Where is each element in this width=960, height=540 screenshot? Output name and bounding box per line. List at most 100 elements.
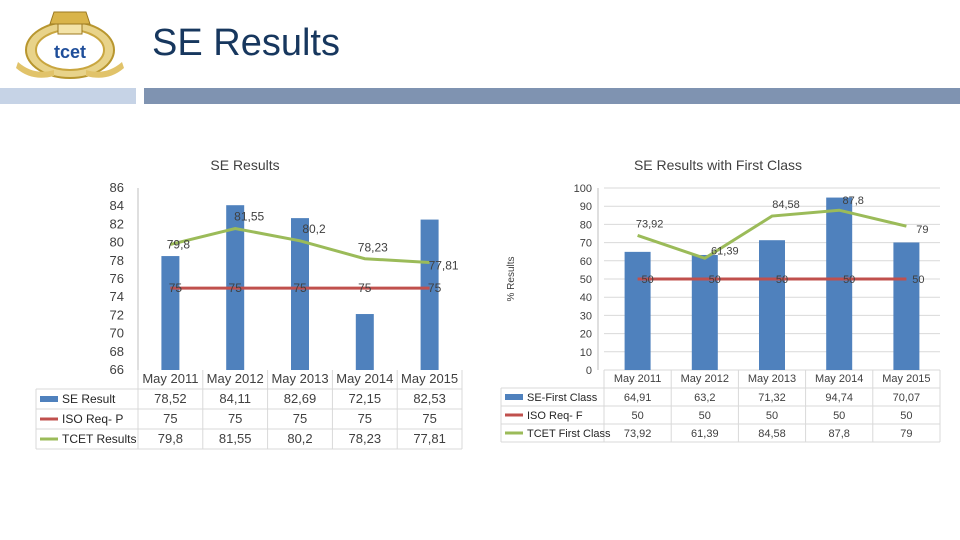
chart2-table-cell: 84,58 xyxy=(758,428,786,440)
chart1-iso-data-label: 75 xyxy=(169,281,183,295)
chart2-category-label: May 2011 xyxy=(614,373,662,385)
chart1-y-tick: 80 xyxy=(110,235,124,250)
chart2-legend-label: TCET First Class xyxy=(527,428,611,440)
chart1-legend-swatch-bar xyxy=(40,396,58,402)
chart1-tcet-data-label: 79,8 xyxy=(167,237,191,251)
chart1-table-cell: 75 xyxy=(422,411,436,426)
chart1-tcet-data-label: 78,23 xyxy=(358,241,388,255)
chart1-category-label: May 2011 xyxy=(142,371,198,386)
chart1-y-tick: 74 xyxy=(110,289,124,304)
logo-text: tcet xyxy=(54,42,86,62)
chart2-iso-data-label: 50 xyxy=(776,274,788,286)
chart1-iso-data-label: 75 xyxy=(428,281,442,295)
chart1-y-tick: 70 xyxy=(110,326,124,341)
chart1-title: SE Results xyxy=(210,157,279,173)
chart1-y-tick: 76 xyxy=(110,271,124,286)
chart2-bar xyxy=(624,251,651,370)
chart2-tcet-line xyxy=(637,208,907,260)
chart2-table-cell: 61,39 xyxy=(691,428,719,440)
chart2-bar xyxy=(759,240,785,370)
chart1-table-cell: 75 xyxy=(358,411,372,426)
header-accent-right xyxy=(144,88,960,104)
chart1-table-cell: 82,69 xyxy=(284,391,317,406)
chart2-iso-data-label: 50 xyxy=(912,274,924,286)
chart2-tcet-data-label: 84,58 xyxy=(772,199,800,211)
chart1-table-cell: 80,2 xyxy=(287,431,312,446)
chart2-category-label: May 2012 xyxy=(681,373,729,385)
chart2-tcet-data-label: 73,92 xyxy=(636,218,664,230)
chart2-bar xyxy=(826,197,853,370)
chart2-y-tick: 0 xyxy=(586,365,592,377)
chart2-iso-data-label: 50 xyxy=(843,274,855,286)
chart1-category-label: May 2012 xyxy=(207,371,264,386)
chart2-table-cell: 50 xyxy=(833,410,845,422)
chart1-table-cell: 79,8 xyxy=(158,431,183,446)
chart1-tcet-data-label: 80,2 xyxy=(302,222,326,236)
chart1-table-cell: 78,52 xyxy=(154,391,187,406)
chart2-table-cell: 50 xyxy=(766,410,778,422)
chart1-y-tick: 86 xyxy=(110,180,124,195)
chart1-bar xyxy=(420,219,439,370)
chart1-table-cell: 72,15 xyxy=(349,391,382,406)
chart2-legend-swatch-bar xyxy=(505,394,523,400)
chart2-table-cell: 79 xyxy=(900,428,912,440)
chart2-y-tick: 20 xyxy=(580,329,592,341)
chart2-y-tick: 10 xyxy=(580,347,592,359)
chart1-table-cell: 81,55 xyxy=(219,431,252,446)
chart1-tcet-data-label: 81,55 xyxy=(234,209,264,223)
chart1-category-label: May 2014 xyxy=(336,371,393,386)
chart1-y-tick: 78 xyxy=(110,253,124,268)
page-title: SE Results xyxy=(152,22,340,64)
chart1-table-cell: 75 xyxy=(293,411,307,426)
chart1-table-cell: 82,53 xyxy=(413,391,446,406)
chart1-bar xyxy=(291,218,309,370)
chart2-y-tick: 100 xyxy=(574,183,592,195)
chart1-tcet-data-label: 77,81 xyxy=(429,259,459,273)
chart2-table-cell: 73,92 xyxy=(624,428,652,440)
chart1-iso-data-label: 75 xyxy=(293,281,307,295)
chart2-table-cell: 63,2 xyxy=(694,392,715,404)
chart1-legend-label: ISO Req- P xyxy=(62,412,123,426)
chart2-y-tick: 90 xyxy=(580,201,592,213)
chart2-bar xyxy=(893,242,920,370)
chart2-category-label: May 2013 xyxy=(748,373,796,385)
chart2-legend-label: SE-First Class xyxy=(527,392,598,404)
chart1-table-cell: 75 xyxy=(163,411,177,426)
chart1-y-tick: 66 xyxy=(110,362,124,377)
chart1-legend-label: TCET Results xyxy=(62,432,136,446)
chart2-y-tick: 40 xyxy=(580,292,592,304)
chart2-table-cell: 71,32 xyxy=(758,392,786,404)
chart2-table-cell: 64,91 xyxy=(624,392,652,404)
chart2-table-cell: 94,74 xyxy=(825,392,853,404)
chart1-iso-data-label: 75 xyxy=(229,281,243,295)
chart2-category-label: May 2015 xyxy=(882,373,930,385)
chart2-y-axis-label: % Results xyxy=(506,256,517,301)
chart2-tcet-data-label: 79 xyxy=(916,224,928,236)
chart1-iso-data-label: 75 xyxy=(358,281,372,295)
chart2-table-cell: 50 xyxy=(900,410,912,422)
chart2-y-tick: 70 xyxy=(580,238,592,250)
chart1-y-tick: 84 xyxy=(110,198,124,213)
chart2-category-label: May 2014 xyxy=(815,373,863,385)
chart2-bar xyxy=(691,254,718,370)
header-accent-left xyxy=(0,88,136,104)
chart2-tcet-data-label: 87,8 xyxy=(842,195,863,207)
chart1-legend-label: SE Result xyxy=(62,392,116,406)
chart1-category-label: May 2013 xyxy=(271,371,328,386)
chart2-table-cell: 50 xyxy=(699,410,711,422)
chart2-title: SE Results with First Class xyxy=(634,157,802,173)
chart1-bar xyxy=(355,314,374,370)
chart1-y-tick: 72 xyxy=(110,307,124,322)
chart1-tcet-line xyxy=(170,226,430,265)
chart2-y-tick: 80 xyxy=(580,219,592,231)
chart1-table-cell: 84,11 xyxy=(219,391,251,406)
chart2-y-tick: 50 xyxy=(580,274,592,286)
chart1-y-tick: 82 xyxy=(110,216,124,231)
chart2-iso-data-label: 50 xyxy=(709,274,721,286)
chart2-iso-data-label: 50 xyxy=(641,274,653,286)
chart1-table-cell: 75 xyxy=(228,411,242,426)
chart2-table-cell: 70,07 xyxy=(893,392,921,404)
chart1-bar xyxy=(161,256,180,370)
chart1-table-cell: 78,23 xyxy=(349,431,382,446)
chart1-y-tick: 68 xyxy=(110,344,124,359)
